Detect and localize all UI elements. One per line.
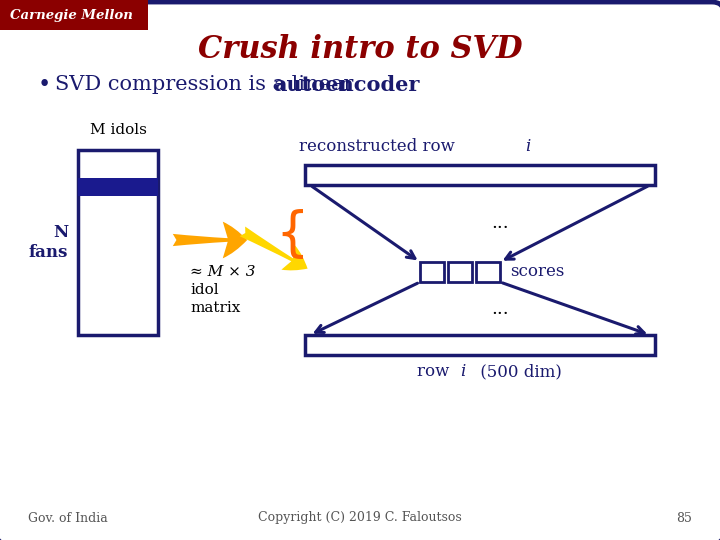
Text: ...: ... (491, 214, 509, 233)
Text: (500 dim): (500 dim) (475, 363, 562, 380)
Bar (420, 262, 444, 282)
Text: ...: ... (491, 300, 509, 318)
Text: ≈ M × 3: ≈ M × 3 (190, 265, 256, 279)
Text: 85: 85 (676, 511, 692, 524)
Text: SVD compression is a linear: SVD compression is a linear (55, 76, 360, 94)
Text: M idols: M idols (89, 123, 146, 137)
Bar (0, 0, 148, 30)
Text: i: i (460, 363, 465, 380)
Text: Crush intro to SVD: Crush intro to SVD (198, 35, 522, 65)
Text: matrix: matrix (190, 301, 240, 315)
Text: scores: scores (510, 264, 564, 280)
Text: N
fans: N fans (29, 224, 68, 261)
Text: reconstructed row: reconstructed row (299, 138, 460, 155)
Text: Copyright (C) 2019 C. Faloutsos: Copyright (C) 2019 C. Faloutsos (258, 511, 462, 524)
Bar (78, 178, 158, 196)
Bar (448, 262, 472, 282)
Text: {: { (275, 209, 309, 261)
Text: idol: idol (190, 283, 219, 297)
Bar (305, 335, 655, 355)
Text: Carnegie Mellon: Carnegie Mellon (10, 9, 133, 22)
Text: Gov. of India: Gov. of India (28, 511, 108, 524)
Bar (305, 165, 655, 185)
Bar (78, 150, 158, 335)
Text: row: row (418, 363, 455, 380)
Text: autoencoder: autoencoder (274, 75, 420, 95)
Bar (476, 262, 500, 282)
Text: i: i (525, 138, 531, 155)
Text: •: • (38, 74, 51, 96)
